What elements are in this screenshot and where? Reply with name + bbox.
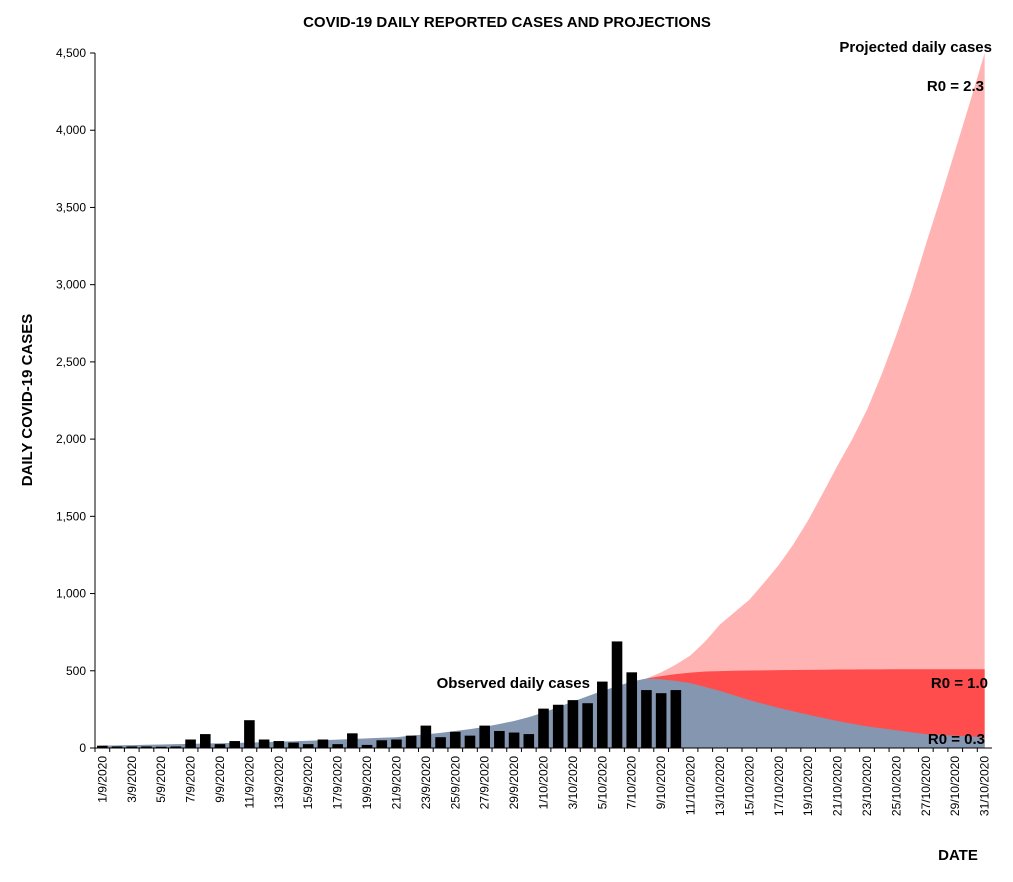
bar [258,739,270,748]
x-tick-label: 19/9/2020 [360,756,374,810]
bar [302,744,314,748]
bar [141,746,152,748]
bar [449,731,461,748]
x-tick-label: 3/10/2020 [566,756,580,810]
chart-title: COVID-19 DAILY REPORTED CASES AND PROJEC… [303,14,711,31]
x-tick-label: 31/10/2020 [978,756,992,816]
x-tick-label: 1/10/2020 [537,756,551,810]
bar [464,735,476,748]
series-label: R0 = 1.0 [931,675,988,692]
x-tick-label: 3/9/2020 [125,756,139,803]
series-label: R0 = 2.3 [927,78,984,95]
bar [288,742,299,748]
bar [420,725,432,748]
series-label: R0 = 0.3 [928,731,985,748]
x-tick-label: 25/9/2020 [448,756,462,810]
x-tick-label: 17/10/2020 [772,756,786,816]
bar [655,693,667,748]
y-axis-title: DAILY COVID-19 CASES [19,314,36,487]
x-axis-title: DATE [938,847,978,864]
bar [626,672,638,748]
y-tick-label: 500 [66,664,86,678]
bar [185,739,196,748]
bar [376,740,388,748]
bar [494,731,505,748]
x-tick-label: 29/9/2020 [507,756,521,810]
bar [244,720,255,748]
x-tick-label: 25/10/2020 [889,756,903,816]
y-tick-label: 3,000 [56,278,86,292]
plot: 0 500 1,000 1,500 2,000 2,500 3,000 3,500 4,000 4… [56,46,992,816]
x-tick-label: 29/10/2020 [948,756,962,816]
x-tick-label: 13/10/2020 [713,756,727,816]
y-tick-label: 0 [79,741,86,755]
y-tick-label: 2,500 [56,355,86,369]
x-tick-label: 27/10/2020 [919,756,933,816]
bar [126,746,138,748]
x-tick-label: 5/9/2020 [154,756,168,803]
bar [435,737,446,748]
bar [332,744,343,748]
bar [641,690,652,748]
bar [317,739,329,748]
x-tick-label: 1/9/2020 [95,756,109,803]
x-tick-label: 5/10/2020 [595,756,609,810]
bar [391,739,402,748]
bar [567,700,579,748]
bar [552,704,564,748]
bar [405,735,417,748]
y-tick-label: 1,000 [56,587,86,601]
x-tick-label: 27/9/2020 [478,756,492,810]
bar [508,732,520,748]
y-tick-label: 4,000 [56,123,86,137]
bar [199,734,211,748]
x-tick-label: 21/10/2020 [831,756,845,816]
bar [214,744,226,748]
x-tick-label: 15/10/2020 [742,756,756,816]
bar [361,744,373,748]
y-tick-label: 4,500 [56,46,86,60]
bar [347,733,358,748]
annotation: Projected daily cases [839,39,992,56]
y-tick-label: 1,500 [56,509,86,523]
bar [597,681,608,748]
bar [170,746,182,748]
x-tick-label: 7/9/2020 [184,756,198,803]
x-tick-label: 23/10/2020 [860,756,874,816]
bar [97,745,108,748]
x-tick-label: 21/9/2020 [389,756,403,810]
x-tick-label: 9/9/2020 [213,756,227,803]
x-tick-label: 17/9/2020 [331,756,345,810]
bar [611,641,623,748]
y-tick-label: 2,000 [56,432,86,446]
bar [273,741,285,748]
x-tick-label: 11/10/2020 [684,756,698,815]
series-label: Observed daily cases [437,675,590,692]
bar [670,690,682,748]
x-tick-label: 19/10/2020 [801,756,815,816]
bar [111,746,123,748]
bar [479,725,490,748]
x-tick-label: 9/10/2020 [654,756,668,810]
bar [582,703,593,748]
y-tick-label: 3,500 [56,200,86,214]
x-tick-label: 23/9/2020 [419,756,433,810]
bar [229,741,240,748]
bar [538,708,549,748]
x-tick-label: 15/9/2020 [301,756,315,810]
x-tick-label: 13/9/2020 [272,756,286,810]
area [646,53,985,748]
bar [155,746,167,748]
bar [523,734,535,748]
x-tick-label: 11/9/2020 [242,756,256,809]
x-tick-label: 7/10/2020 [625,756,639,810]
